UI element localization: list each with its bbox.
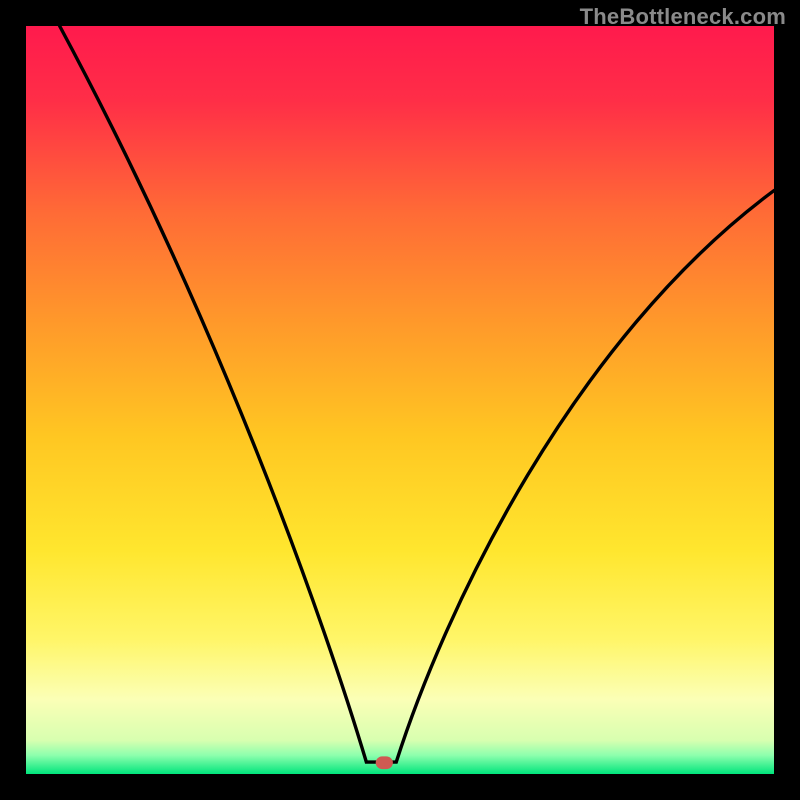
chart-frame: TheBottleneck.com <box>0 0 800 800</box>
watermark-text: TheBottleneck.com <box>580 4 786 30</box>
bottleneck-chart <box>0 0 800 800</box>
optimum-marker <box>376 756 393 769</box>
chart-background-gradient <box>26 26 774 774</box>
